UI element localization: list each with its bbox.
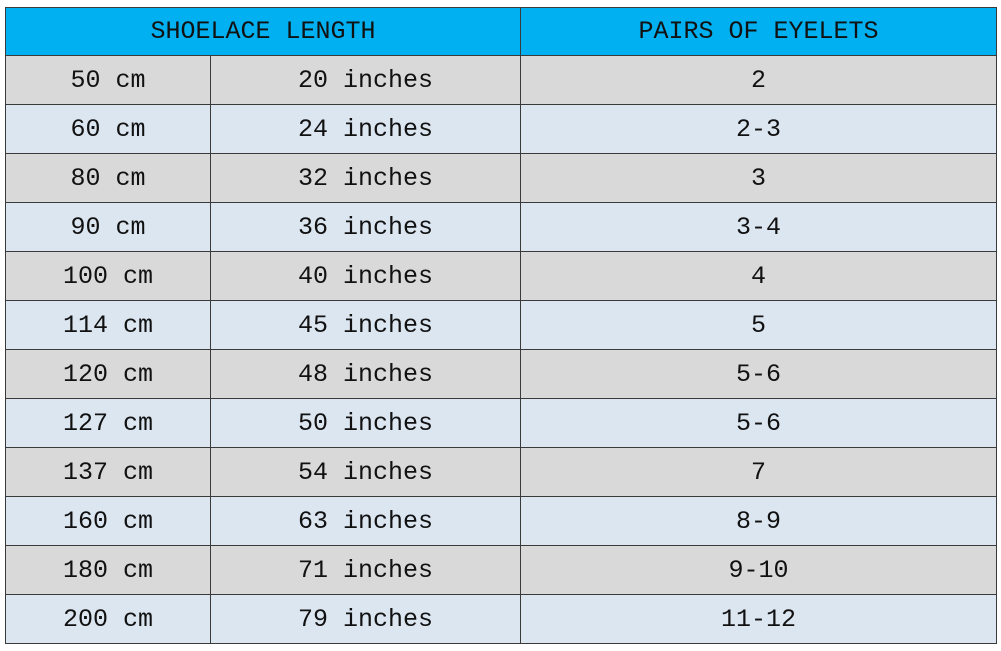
table-row: 60 cm 24 inches 2-3	[5, 104, 998, 154]
table-cell: 3-4	[520, 202, 998, 252]
table-cell: 79 inches	[209, 594, 522, 644]
table-head: SHOELACE LENGTH PAIRS OF EYELETS	[4, 7, 998, 56]
table-row: 180 cm 71 inches 9-10	[5, 545, 998, 595]
table-cell: 8-9	[520, 496, 998, 546]
table-cell: 114 cm	[5, 300, 211, 350]
table-row: 80 cm 32 inches 3	[5, 153, 998, 203]
table-body: 50 cm 20 inches 2 60 cm 24 inches 2-3 80 cm 32 …	[5, 55, 998, 644]
table-cell: 120 cm	[5, 349, 211, 399]
header-cell: SHOELACE LENGTH	[4, 7, 522, 56]
table-cell: 60 cm	[5, 104, 211, 154]
table-cell: 5-6	[520, 349, 998, 399]
table-row: 160 cm 63 inches 8-9	[5, 496, 998, 546]
table-row: 50 cm 20 inches 2	[5, 55, 998, 105]
table-cell: 5-6	[520, 398, 998, 448]
table-cell: 200 cm	[5, 594, 211, 644]
table-cell: 160 cm	[5, 496, 211, 546]
table-cell: 90 cm	[5, 202, 211, 252]
table-row: 114 cm 45 inches 5	[5, 300, 998, 350]
table-row: 200 cm 79 inches 11-12	[5, 594, 998, 644]
table-cell: 80 cm	[5, 153, 211, 203]
table-cell: 71 inches	[209, 545, 522, 595]
table-cell: 36 inches	[209, 202, 522, 252]
table-cell: 24 inches	[209, 104, 522, 154]
table-cell: 100 cm	[5, 251, 211, 301]
table-cell: 4	[520, 251, 998, 301]
shoelace-table: SHOELACE LENGTH PAIRS OF EYELETS 50 cm 20…	[4, 7, 998, 644]
table-cell: 50 inches	[209, 398, 522, 448]
table-cell: 11-12	[520, 594, 998, 644]
table-cell: 40 inches	[209, 251, 522, 301]
table-cell: 45 inches	[209, 300, 522, 350]
table-cell: 180 cm	[5, 545, 211, 595]
table-cell: 2	[520, 55, 998, 105]
header-row: SHOELACE LENGTH PAIRS OF EYELETS	[4, 7, 998, 56]
table-row: 127 cm 50 inches 5-6	[5, 398, 998, 448]
table-row: 120 cm 48 inches 5-6	[5, 349, 998, 399]
table-row: 100 cm 40 inches 4	[5, 251, 998, 301]
table-cell: 50 cm	[5, 55, 211, 105]
table-container: SHOELACE LENGTH PAIRS OF EYELETS 50 cm 20…	[4, 7, 998, 644]
table-cell: 127 cm	[5, 398, 211, 448]
table-cell: 9-10	[520, 545, 998, 595]
table-cell: 5	[520, 300, 998, 350]
table-cell: 2-3	[520, 104, 998, 154]
table-cell: 63 inches	[209, 496, 522, 546]
table-row: 137 cm 54 inches 7	[5, 447, 998, 497]
table-cell: 48 inches	[209, 349, 522, 399]
table-cell: 137 cm	[5, 447, 211, 497]
table-cell: 32 inches	[209, 153, 522, 203]
table-cell: 20 inches	[209, 55, 522, 105]
table-row: 90 cm 36 inches 3-4	[5, 202, 998, 252]
table-cell: 3	[520, 153, 998, 203]
table-cell: 54 inches	[209, 447, 522, 497]
header-cell: PAIRS OF EYELETS	[520, 7, 998, 56]
table-cell: 7	[520, 447, 998, 497]
